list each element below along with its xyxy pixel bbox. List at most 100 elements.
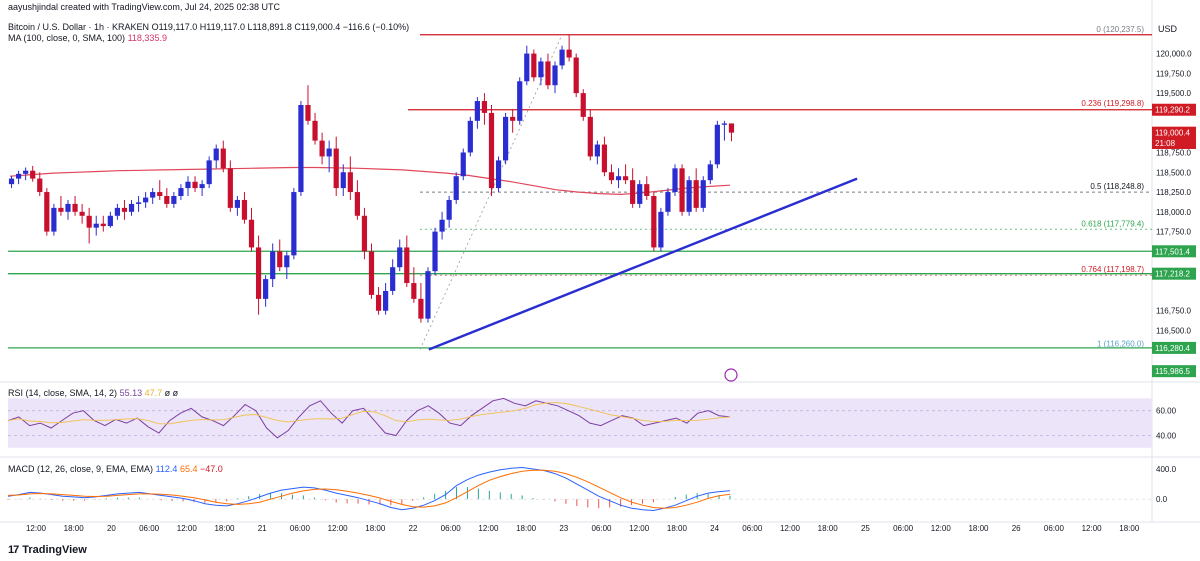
candle-body xyxy=(467,120,473,153)
candle-body xyxy=(44,192,50,232)
macd-signal-line xyxy=(7,469,731,509)
price-badge xyxy=(1152,245,1196,258)
candle-body xyxy=(135,202,142,204)
rsi-value-2: 47.7 xyxy=(144,388,163,398)
candle-body xyxy=(72,203,78,212)
candle-body xyxy=(178,188,184,196)
candle-body xyxy=(594,144,600,157)
rsi-value: 55.13 xyxy=(119,388,143,398)
candle-body xyxy=(601,144,608,173)
lightning-icon xyxy=(724,368,738,382)
candle-body xyxy=(538,61,544,78)
candle-body xyxy=(150,192,156,198)
macd-line xyxy=(7,466,731,512)
rsi-sma-line xyxy=(7,402,731,425)
macd-tick-label: 400.0 xyxy=(1156,465,1177,474)
time-axis-label: 18:00 xyxy=(516,524,537,533)
tradingview-logo-icon: 17 xyxy=(8,544,19,556)
time-axis-label: 06:00 xyxy=(290,524,311,533)
candle-body xyxy=(86,215,92,228)
candle-body xyxy=(128,203,135,212)
candle-body xyxy=(255,247,262,299)
candle-body xyxy=(552,65,558,86)
price-badge xyxy=(1152,267,1196,280)
price-badge-label: 21:08 xyxy=(1155,139,1176,148)
candle-body xyxy=(439,219,445,232)
candle-body xyxy=(397,247,403,268)
price-badge xyxy=(1152,341,1196,354)
candle-body xyxy=(721,123,728,125)
candle-body xyxy=(291,192,297,256)
macd-legend[interactable]: MACD (12, 26, close, 9, EMA, EMA) 112.4 … xyxy=(8,464,223,474)
candle-body xyxy=(30,170,36,179)
ma100-line xyxy=(9,166,731,196)
candle-body xyxy=(672,168,678,193)
candle-body xyxy=(714,124,720,165)
candle-body xyxy=(347,172,353,193)
candle-body xyxy=(707,164,713,181)
candle-body xyxy=(51,207,57,232)
candle-body xyxy=(644,184,650,196)
tradingview-logo: 17 TradingView xyxy=(8,544,87,556)
candle-body xyxy=(241,199,248,220)
candle-body xyxy=(630,180,636,204)
ma-legend[interactable]: MA (100, close, 0, SMA, 100) 118,335.9 xyxy=(8,33,167,43)
time-axis-label: 12:00 xyxy=(177,524,198,533)
brand-name: TradingView xyxy=(22,544,87,556)
candle-body xyxy=(277,251,283,268)
candle-body xyxy=(531,53,537,78)
price-tick-label: 117,750.0 xyxy=(1156,228,1192,237)
price-tick-label: 118,000.0 xyxy=(1156,208,1192,217)
rsi-null-icon: ø xyxy=(164,388,171,398)
time-axis-label: 23 xyxy=(559,524,568,533)
time-axis-label: 12:00 xyxy=(931,524,952,533)
time-axis-label: 26 xyxy=(1012,524,1021,533)
support-trendline xyxy=(428,177,858,351)
candle-body xyxy=(700,180,706,208)
candle-body xyxy=(481,101,488,113)
candle-body xyxy=(390,267,396,291)
time-axis-label: 18:00 xyxy=(818,524,839,533)
price-tick-label: 116,500.0 xyxy=(1156,327,1192,336)
time-axis-label: 18:00 xyxy=(667,524,688,533)
candle-body xyxy=(446,199,452,220)
candle-body xyxy=(615,176,622,181)
price-badge-label: 116,280.4 xyxy=(1155,344,1191,353)
candle-body xyxy=(114,207,121,216)
candle-body xyxy=(100,223,106,227)
price-tick-label: 119,500.0 xyxy=(1156,89,1192,98)
candle-body xyxy=(284,255,290,268)
price-tick-label: 118,250.0 xyxy=(1156,188,1192,197)
candle-body xyxy=(524,53,530,82)
candle-body xyxy=(693,180,699,208)
candle-body xyxy=(453,176,459,200)
rsi-label: RSI (14, close, SMA, 14, 2) xyxy=(8,388,118,398)
price-badge xyxy=(1152,103,1196,116)
time-axis-label: 12:00 xyxy=(780,524,801,533)
fib-level-label: 0.5 (118,248.8) xyxy=(1090,182,1144,191)
time-axis-label: 12:00 xyxy=(478,524,499,533)
ma-value: 118,335.9 xyxy=(127,33,167,43)
candle-body xyxy=(580,93,586,117)
time-axis-label: 06:00 xyxy=(1044,524,1065,533)
candle-body xyxy=(220,148,226,169)
symbol-title[interactable]: Bitcoin / U.S. Dollar · 1h · KRAKEN xyxy=(8,22,150,32)
rsi-legend[interactable]: RSI (14, close, SMA, 14, 2) 55.13 47.7 ø… xyxy=(8,388,178,398)
price-badge xyxy=(1152,365,1196,378)
fib-level-label: 0.236 (119,298.8) xyxy=(1081,99,1144,108)
time-axis-label: 12:00 xyxy=(328,524,349,533)
candle-body xyxy=(37,178,43,193)
candle-body xyxy=(79,211,85,216)
candle-body xyxy=(305,105,311,121)
macd-label: MACD (12, 26, close, 9, EMA, EMA) xyxy=(8,464,154,474)
candle-body xyxy=(8,178,15,185)
candle-body xyxy=(65,203,71,212)
time-axis-label: 12:00 xyxy=(26,524,47,533)
candle-body xyxy=(263,279,269,299)
candle-body xyxy=(573,57,579,94)
fib-level-label: 0 (120,237.5) xyxy=(1096,25,1144,34)
candle-body xyxy=(192,181,198,189)
rsi-line xyxy=(7,397,731,439)
macd-value-2: 65.4 xyxy=(179,464,198,474)
